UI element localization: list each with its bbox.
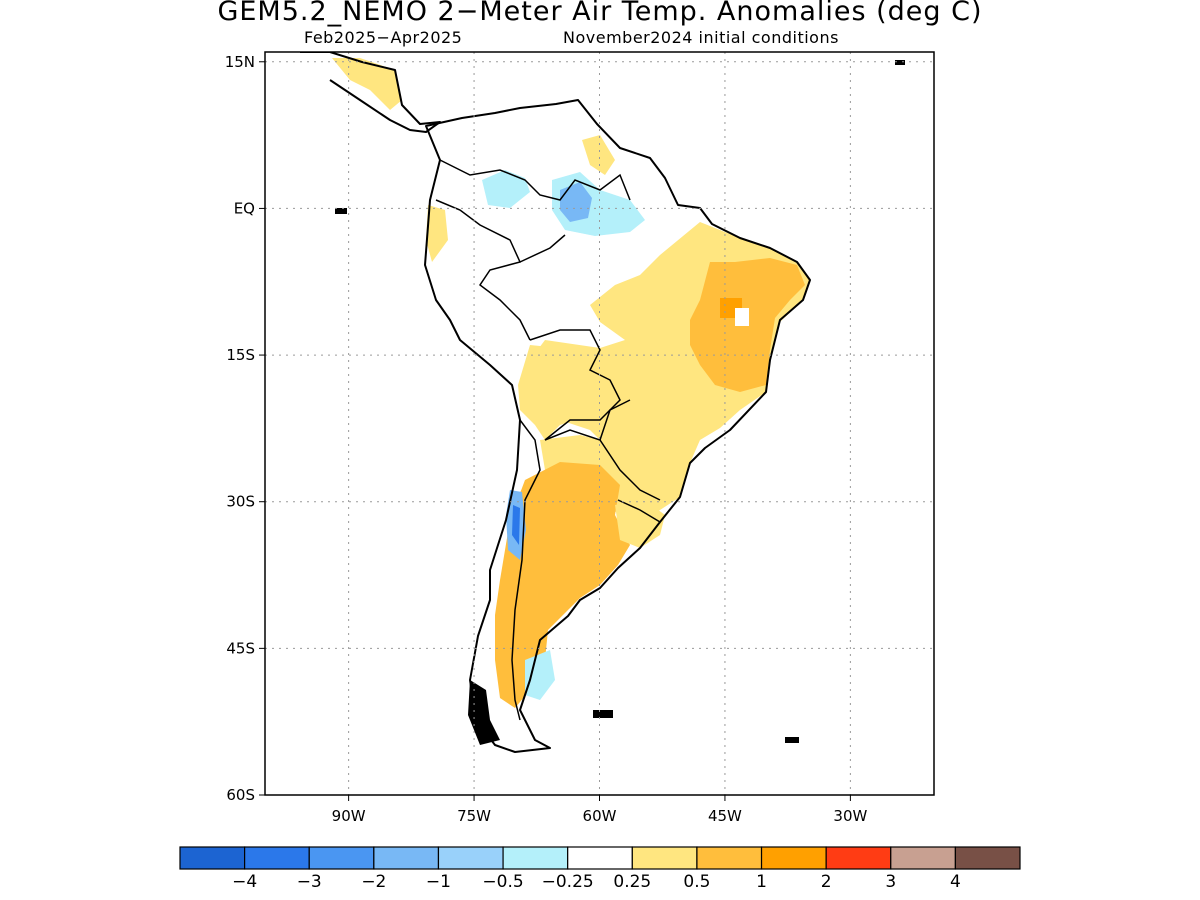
- colorbar-swatch: [890, 846, 956, 870]
- colorbar-swatch: [954, 846, 1021, 870]
- colorbar-label: −0.5: [482, 872, 523, 892]
- lat-label: 30S: [226, 493, 255, 511]
- anomaly-0.25-0.5-mexico: [332, 58, 402, 110]
- colorbar-label: 0.25: [613, 872, 651, 892]
- anomaly-neg-0.25-patagonia: [525, 650, 555, 700]
- anomaly-neg-1-venezuela: [560, 182, 592, 222]
- lon-label: 30W: [833, 807, 867, 825]
- lon-label: 60W: [583, 807, 617, 825]
- anomaly-0.25-0.5-bolivia: [518, 345, 592, 440]
- chart-title: GEM5.2_NEMO 2−Meter Air Temp. Anomalies …: [217, 0, 983, 27]
- colorbar: [179, 846, 1021, 870]
- axis-ticks: [259, 61, 851, 801]
- lat-label: EQ: [234, 199, 255, 217]
- anomaly-0.5-1-argentina: [495, 462, 630, 708]
- colorbar-swatch: [567, 846, 633, 870]
- forecast-period: Feb2025−Apr2025: [304, 28, 463, 47]
- lon-label: 90W: [332, 807, 366, 825]
- anomaly-0.25-0.5-guianas: [582, 135, 615, 175]
- central-america-landmass: [300, 52, 440, 132]
- anomaly-neg-2-andes: [512, 505, 520, 545]
- colorbar-swatch: [244, 846, 310, 870]
- colorbar-label: −4: [232, 872, 257, 892]
- colorbar-swatch: [502, 846, 569, 870]
- lat-label: 45S: [226, 639, 255, 657]
- lon-label: 45W: [708, 807, 742, 825]
- colorbar-swatch: [373, 846, 440, 870]
- colorbar-label: 0.5: [683, 872, 710, 892]
- colorbar-labels: −4 −3 −2 −1 −0.5 −0.25 0.25 0.5 1 2 3 4: [232, 872, 961, 892]
- graticule: [265, 52, 934, 795]
- colorbar-swatch: [760, 846, 827, 870]
- lon-label: 75W: [457, 807, 491, 825]
- islands: [335, 60, 905, 745]
- anomaly-shading: [332, 58, 810, 708]
- colorbar-label: −2: [361, 872, 386, 892]
- colorbar-swatch: [825, 846, 892, 870]
- colorbar-label: 4: [950, 872, 961, 892]
- initial-conditions: November2024 initial conditions: [563, 28, 839, 47]
- colorbar-swatch: [631, 846, 698, 870]
- colorbar-label: 3: [885, 872, 896, 892]
- lat-label: 60S: [226, 786, 255, 804]
- no-data-cell: [735, 308, 749, 326]
- colorbar-label: −0.25: [542, 872, 594, 892]
- colorbar-swatch: [696, 846, 763, 870]
- colorbar-label: −3: [297, 872, 322, 892]
- anomaly-0.25-0.5-ecuador: [426, 205, 448, 262]
- latitude-labels: 15N EQ 15S 30S 45S 60S: [225, 53, 255, 804]
- colorbar-swatch: [308, 846, 375, 870]
- anomaly-0.25-0.5-uruguay: [615, 500, 665, 548]
- colorbar-label: 2: [821, 872, 832, 892]
- map-area: [265, 52, 934, 795]
- anomaly-neg-0.5-colombia: [482, 170, 530, 208]
- colorbar-swatch: [179, 846, 246, 870]
- lat-label: 15N: [225, 53, 255, 71]
- longitude-labels: 90W 75W 60W 45W 30W: [332, 807, 868, 825]
- colorbar-swatch: [437, 846, 504, 870]
- lat-label: 15S: [226, 346, 255, 364]
- colorbar-label: 1: [756, 872, 767, 892]
- colorbar-label: −1: [426, 872, 451, 892]
